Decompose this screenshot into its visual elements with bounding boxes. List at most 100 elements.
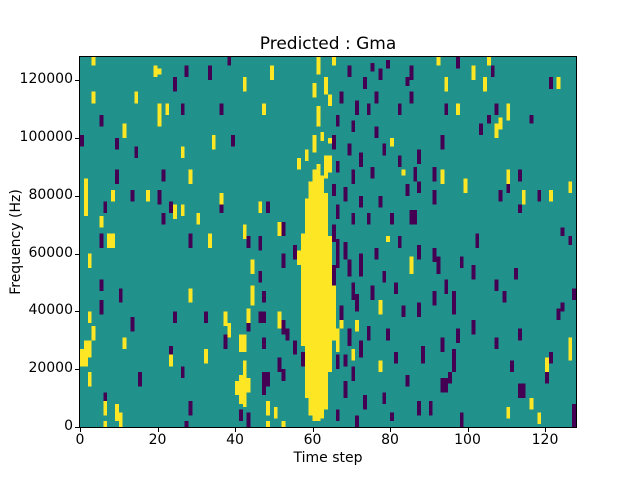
heatmap-cell-low — [335, 161, 340, 173]
heatmap-cell-high — [390, 137, 394, 147]
x-tick-label: 0 — [75, 432, 85, 448]
heatmap-cell-low — [397, 155, 402, 167]
heatmap-cell-low — [204, 311, 208, 323]
heatmap-cell-low — [331, 265, 336, 289]
heatmap-cell-low — [568, 236, 573, 245]
heatmap-cell-high — [529, 398, 534, 410]
heatmap-cell-low — [370, 285, 375, 300]
heatmap-cell-low — [517, 169, 522, 182]
heatmap-cell-low — [335, 204, 340, 219]
heatmap-cell-low — [393, 351, 398, 364]
heatmap-cell-low — [351, 169, 356, 185]
heatmap-cell-low — [409, 65, 414, 81]
heatmap-cell-low — [405, 77, 410, 86]
heatmap-cell-high — [211, 135, 216, 150]
heatmap-cell-high — [506, 406, 511, 419]
heatmap-cell-high — [320, 132, 325, 141]
heatmap-cell-low — [339, 91, 344, 104]
heatmap-cell-low — [506, 181, 511, 193]
x-axis-label: Time step — [293, 450, 363, 466]
heatmap-cell-low — [103, 201, 108, 214]
heatmap-cell-low — [401, 305, 406, 318]
x-tick-label: 60 — [303, 432, 322, 448]
heatmap-cell-high — [409, 256, 414, 274]
x-tick-label: 120 — [531, 432, 559, 448]
heatmap-cell-low — [359, 253, 363, 277]
heatmap-cell-high — [269, 65, 274, 81]
heatmap-cell-low — [281, 320, 286, 335]
heatmap-cell-low — [343, 242, 348, 260]
heatmap-cell-low — [99, 299, 104, 315]
heatmap-cell-low — [494, 279, 499, 292]
heatmap-cell-low — [331, 135, 336, 150]
heatmap-cell-low — [293, 340, 297, 355]
heatmap-cell-low — [335, 114, 340, 127]
heatmap-cell-low — [486, 114, 491, 124]
y-tick-label: 80000 — [28, 186, 73, 203]
heatmap-cell-high — [328, 94, 332, 107]
heatmap-cell-low — [103, 392, 108, 404]
heatmap-cell-low — [386, 59, 390, 69]
plot-area — [79, 56, 577, 428]
heatmap-cell-low — [413, 210, 418, 225]
heatmap-cell-high — [91, 91, 96, 104]
heatmap-cell-low — [378, 195, 383, 208]
heatmap-cell-low — [440, 337, 445, 352]
heatmap-cell-high — [312, 169, 317, 422]
x-tick-mark — [235, 428, 236, 432]
heatmap-cell-low — [161, 169, 166, 182]
heatmap-cell-low — [494, 103, 499, 115]
heatmap-cell-low — [452, 348, 456, 361]
heatmap-cell-high — [568, 348, 573, 361]
heatmap-cell-low — [471, 265, 476, 280]
heatmap-cell-low — [227, 57, 232, 66]
heatmap-cell-low — [537, 189, 542, 202]
heatmap-cell-low — [293, 244, 297, 260]
heatmap-cell-high — [486, 57, 491, 66]
heatmap-cell-high — [134, 91, 139, 104]
heatmap-cell-low — [475, 233, 480, 248]
heatmap-cell-low — [359, 152, 363, 167]
heatmap-cell-low — [510, 360, 514, 373]
heatmap-cell-low — [335, 239, 340, 269]
x-tick-mark — [390, 428, 391, 432]
heatmap-cell-low — [417, 302, 421, 318]
heatmap-cell-high — [521, 189, 526, 205]
heatmap-cell-low — [572, 288, 576, 300]
heatmap-cell-low — [370, 62, 375, 72]
heatmap-cell-low — [432, 189, 437, 205]
heatmap-cell-low — [432, 247, 437, 263]
heatmap-cell-low — [382, 392, 387, 404]
heatmap-cell-low — [238, 409, 243, 422]
heatmap-cell-low — [266, 372, 270, 387]
heatmap-cell-low — [184, 65, 189, 78]
heatmap-cell-low — [118, 288, 123, 303]
y-tick-label: 100000 — [19, 128, 73, 145]
heatmap-cell-high — [87, 372, 92, 387]
heatmap-cell-low — [188, 400, 193, 416]
heatmap-cell-low — [134, 146, 139, 159]
heatmap-cell-low — [479, 123, 483, 133]
heatmap-cell-low — [502, 291, 507, 303]
heatmap-cell-high — [91, 325, 96, 341]
heatmap-cell-low — [331, 224, 336, 242]
heatmap-cell-low — [452, 357, 456, 373]
heatmap-cell-high — [463, 178, 468, 193]
heatmap-cell-low — [548, 351, 553, 364]
heatmap-cell-low — [374, 247, 379, 260]
heatmap-cell-low — [207, 65, 212, 81]
x-tick-mark — [80, 428, 81, 432]
heatmap-cell-high — [506, 103, 511, 121]
heatmap-cell-high — [277, 320, 282, 329]
heatmap-cell-high — [401, 169, 406, 176]
heatmap-cell-low — [455, 328, 460, 344]
heatmap-cell-low — [409, 210, 414, 225]
heatmap-cell-high — [568, 181, 573, 193]
heatmap-cell-high — [103, 421, 108, 427]
heatmap-cell-low — [258, 236, 263, 251]
heatmap-cell-high — [157, 68, 162, 75]
heatmap-cell-high — [246, 377, 251, 393]
heatmap-cell-high — [169, 354, 173, 367]
heatmap-cell-low — [560, 302, 565, 312]
heatmap-cell-low — [138, 372, 142, 387]
